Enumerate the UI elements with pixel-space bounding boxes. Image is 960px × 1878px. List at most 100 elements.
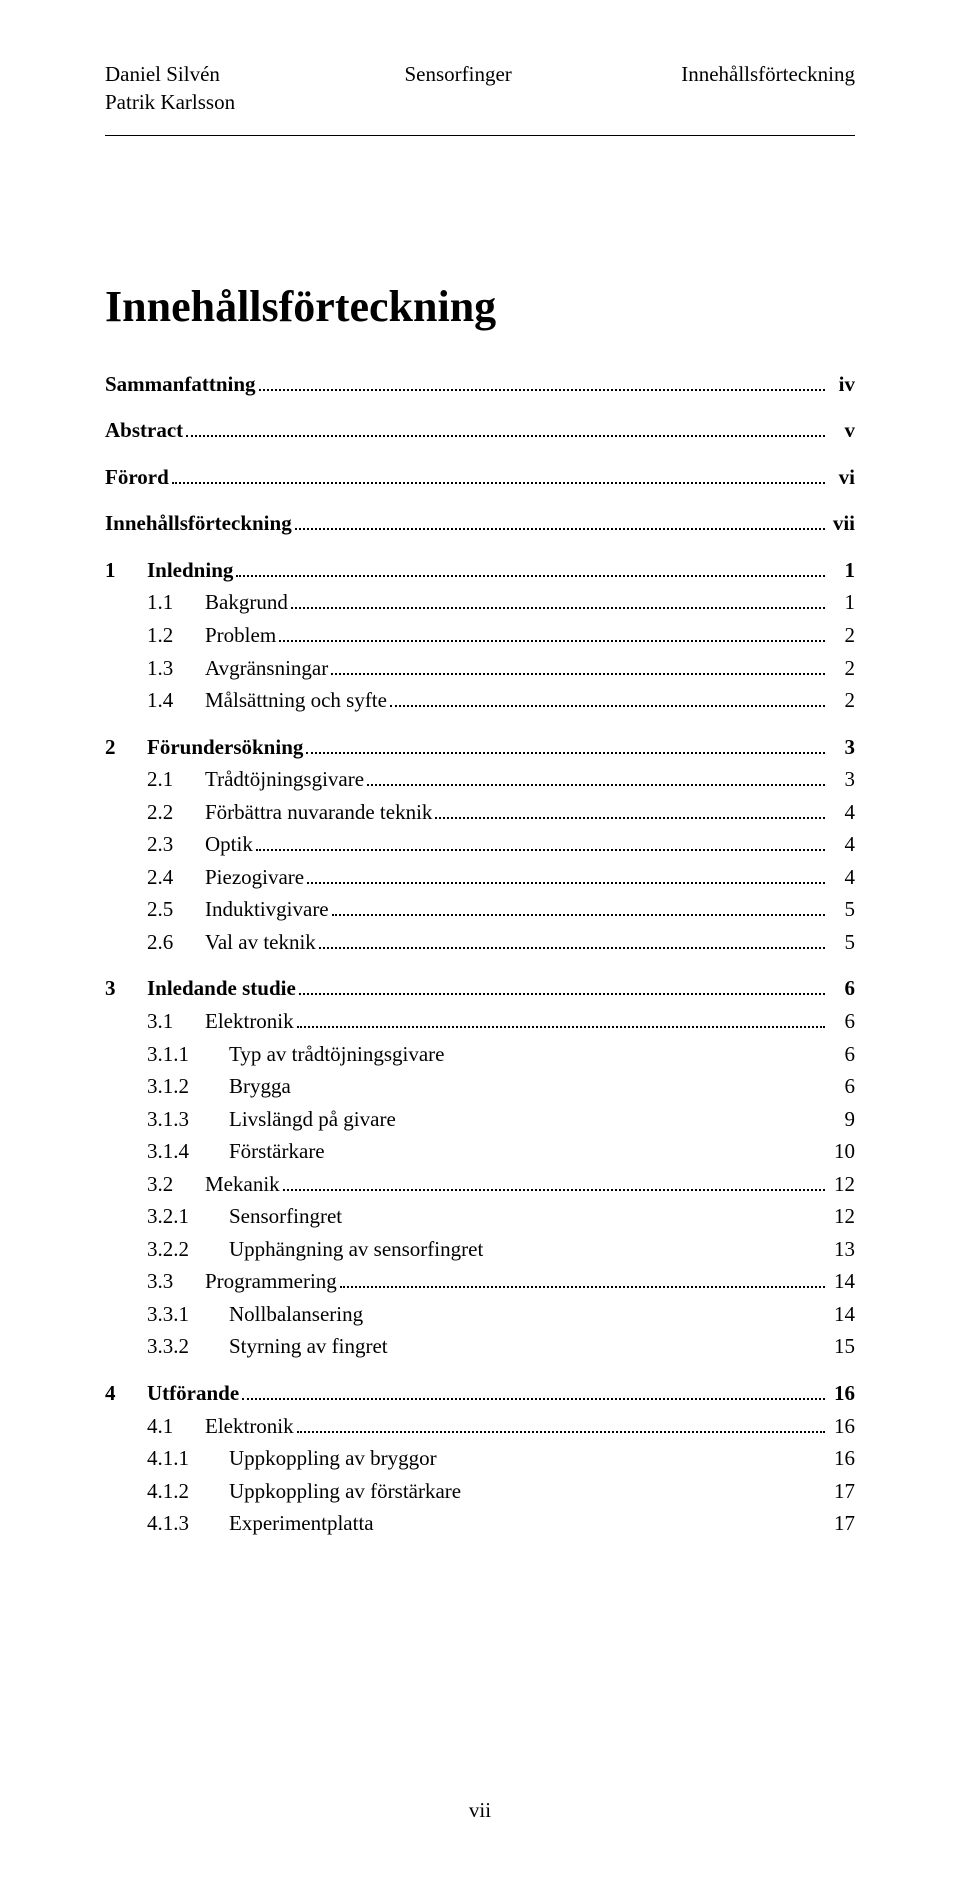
dot-leader (283, 1175, 825, 1191)
toc-subsection: 4.1Elektronik16 (105, 1410, 855, 1443)
toc-number: 3.2 (147, 1168, 205, 1201)
toc-section: 4Utförande 16 (105, 1377, 855, 1410)
toc-page: 12 (827, 1168, 855, 1201)
toc-label: Bakgrund (205, 586, 288, 619)
dot-leader (279, 626, 825, 642)
toc-page: 12 (827, 1200, 855, 1233)
toc-label: Elektronik (205, 1005, 294, 1038)
toc-page: 14 (827, 1298, 855, 1331)
header-title: Sensorfinger (404, 60, 511, 117)
toc-number: 4.1.1 (147, 1442, 229, 1475)
toc-page: 13 (827, 1233, 855, 1266)
dot-leader (319, 933, 825, 949)
toc-page: 16 (827, 1442, 855, 1475)
toc-page: vi (827, 461, 855, 494)
toc-page: vii (827, 507, 855, 540)
toc-number: 2.5 (147, 893, 205, 926)
toc-number: 2.1 (147, 763, 205, 796)
toc-page: 4 (827, 796, 855, 829)
toc-page: 17 (827, 1475, 855, 1508)
dot-leader (236, 561, 825, 577)
dot-leader (306, 738, 825, 754)
author-2: Patrik Karlsson (105, 88, 235, 116)
toc-number: 4.1 (147, 1410, 205, 1443)
toc-page: 16 (827, 1377, 855, 1410)
toc-subsection: 3.2Mekanik12 (105, 1168, 855, 1201)
toc-number: 3.2.1 (147, 1200, 229, 1233)
toc-page: 16 (827, 1410, 855, 1443)
dot-leader (340, 1273, 825, 1289)
toc-label: Avgränsningar (205, 652, 328, 685)
toc-number: 2.4 (147, 861, 205, 894)
toc-subsection: 2.5Induktivgivare5 (105, 893, 855, 926)
table-of-contents: SammanfattningivAbstractvFörordviInnehål… (105, 368, 855, 1540)
toc-label: Utförande (147, 1377, 239, 1410)
toc-number: 2.6 (147, 926, 205, 959)
toc-subsubsection: 4.1.1Uppkoppling av bryggor16 (105, 1442, 855, 1475)
dot-leader (332, 901, 825, 917)
toc-frontmatter: Förord vi (105, 461, 855, 494)
toc-page: 6 (827, 1005, 855, 1038)
toc-label: Optik (205, 828, 253, 861)
running-header: Daniel Silvén Patrik Karlsson Sensorfing… (105, 60, 855, 117)
toc-subsubsection: 3.3.2Styrning av fingret 15 (105, 1330, 855, 1363)
toc-subsection: 1.1Bakgrund1 (105, 586, 855, 619)
toc-subsubsection: 3.1.1Typ av trådtöjningsgivare6 (105, 1038, 855, 1071)
author-1: Daniel Silvén (105, 60, 235, 88)
toc-label: Trådtöjningsgivare (205, 763, 364, 796)
toc-section: 2Förundersökning3 (105, 731, 855, 764)
toc-label: Förundersökning (147, 731, 303, 764)
toc-subsubsection: 3.1.3Livslängd på givare9 (105, 1103, 855, 1136)
toc-page: 1 (827, 554, 855, 587)
toc-page: 4 (827, 861, 855, 894)
toc-subsection: 1.4Målsättning och syfte2 (105, 684, 855, 717)
toc-subsection: 2.4Piezogivare4 (105, 861, 855, 894)
toc-page: 3 (827, 763, 855, 796)
toc-label: Uppkoppling av förstärkare (229, 1475, 461, 1508)
header-authors: Daniel Silvén Patrik Karlsson (105, 60, 235, 117)
toc-number: 3.1 (147, 1005, 205, 1038)
toc-number: 4.1.2 (147, 1475, 229, 1508)
dot-leader (390, 691, 825, 707)
toc-page: 5 (827, 893, 855, 926)
toc-label: Inledande studie (147, 972, 296, 1005)
toc-label: Nollbalansering (229, 1298, 363, 1331)
dot-leader (242, 1384, 825, 1400)
toc-number: 3.3 (147, 1265, 205, 1298)
toc-number: 3.1.4 (147, 1135, 229, 1168)
toc-subsection: 1.3Avgränsningar2 (105, 652, 855, 685)
dot-leader (299, 980, 825, 996)
toc-number: 3.3.2 (147, 1330, 229, 1363)
toc-page: 14 (827, 1265, 855, 1298)
header-section: Innehållsförteckning (681, 60, 855, 117)
toc-number: 4 (105, 1377, 147, 1410)
toc-subsection: 2.3Optik4 (105, 828, 855, 861)
toc-subsection: 2.1Trådtöjningsgivare 3 (105, 763, 855, 796)
toc-subsection: 3.1Elektronik 6 (105, 1005, 855, 1038)
toc-label: Experimentplatta (229, 1507, 374, 1540)
toc-subsubsection: 3.3.1Nollbalansering14 (105, 1298, 855, 1331)
toc-page: 6 (827, 1038, 855, 1071)
toc-page: 17 (827, 1507, 855, 1540)
toc-label: Inledning (147, 554, 233, 587)
toc-label: Livslängd på givare (229, 1103, 396, 1136)
toc-number: 1.2 (147, 619, 205, 652)
toc-page: 4 (827, 828, 855, 861)
toc-number: 2.2 (147, 796, 205, 829)
toc-section: 3Inledande studie6 (105, 972, 855, 1005)
toc-subsection: 1.2Problem2 (105, 619, 855, 652)
toc-subsubsection: 3.2.2Upphängning av sensorfingret13 (105, 1233, 855, 1266)
toc-subsection: 3.3Programmering14 (105, 1265, 855, 1298)
toc-label: Styrning av fingret (229, 1330, 388, 1363)
toc-label: Typ av trådtöjningsgivare (229, 1038, 444, 1071)
toc-number: 1.3 (147, 652, 205, 685)
toc-number: 3.2.2 (147, 1233, 229, 1266)
toc-subsection: 2.6Val av teknik5 (105, 926, 855, 959)
toc-label: Förord (105, 461, 169, 494)
toc-page: v (827, 414, 855, 447)
toc-label: Målsättning och syfte (205, 684, 387, 717)
toc-page: 15 (827, 1330, 855, 1363)
toc-subsubsection: 3.2.1Sensorfingret12 (105, 1200, 855, 1233)
dot-leader (331, 659, 825, 675)
toc-number: 1.4 (147, 684, 205, 717)
